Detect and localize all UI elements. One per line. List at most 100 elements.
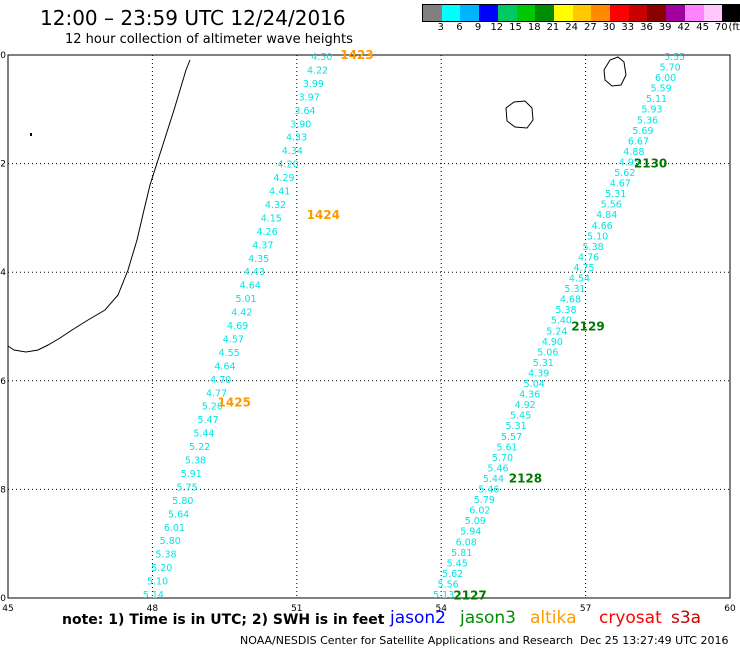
map-frame: [7, 54, 731, 599]
wave-height-value: 4.39: [528, 368, 549, 379]
reunion-island-outline: [505, 100, 534, 129]
wave-height-value: 5.31: [533, 358, 554, 369]
scale-label: 3: [437, 22, 444, 33]
wave-height-value: 5.13: [433, 590, 454, 601]
pass-number-label: 1424: [307, 208, 340, 222]
wave-height-value: 5.93: [641, 105, 662, 116]
wave-height-value: 5.06: [537, 347, 558, 358]
wave-height-value: 4.54: [569, 274, 590, 285]
wave-height-value: 4.75: [573, 263, 594, 274]
scale-swatch: [497, 5, 517, 21]
wave-height-value: 5.79: [474, 495, 495, 506]
scale-swatch: [666, 5, 685, 21]
wave-height-value: 6.02: [469, 506, 490, 517]
latitude-tick: -30: [0, 594, 6, 604]
longitude-tick: 57: [580, 604, 591, 614]
wave-height-value: 4.95: [619, 157, 640, 168]
scale-swatch: [516, 5, 536, 21]
wave-height-value: 5.38: [155, 550, 176, 561]
longitude-tick: 48: [147, 604, 159, 614]
wave-height-value: 5.62: [442, 569, 463, 580]
scale-swatch: [722, 5, 740, 21]
wave-height-value: 5.14: [143, 590, 164, 601]
wave-height-value: 5.70: [492, 453, 513, 464]
scale-label: 39: [658, 22, 672, 33]
wave-height-value: 3.99: [303, 79, 324, 90]
wave-height-value: 5.56: [601, 200, 622, 211]
wave-height-value: 4.77: [206, 388, 227, 399]
wave-height-value: 4.69: [227, 321, 248, 332]
legend-jason2: jason2: [390, 608, 446, 628]
wave-height-value: 5.80: [172, 496, 193, 507]
credit-text: NOAA/NESDIS Center for Satellite Applica…: [240, 634, 574, 647]
wave-height-value: 5.38: [583, 242, 604, 253]
color-scale-bar: [422, 4, 740, 22]
wave-height-value: 4.64: [214, 361, 235, 372]
wave-height-value: 4.67: [610, 179, 631, 190]
wave-height-value: 5.22: [189, 442, 210, 453]
wave-height-value: 4.29: [273, 173, 294, 184]
scale-swatch: [479, 5, 498, 21]
scale-swatch: [703, 5, 723, 21]
wave-height-value: 5.62: [614, 168, 635, 179]
wave-height-value: 5.46: [487, 463, 508, 474]
latitude-tick: -28: [0, 485, 6, 495]
madagascar-coastline: [7, 59, 191, 353]
scale-swatch: [572, 5, 592, 21]
wave-height-value: 5.09: [465, 516, 486, 527]
scale-label: 42: [677, 22, 691, 33]
latitude-tick: -20: [0, 51, 6, 61]
wave-height-value: 4.84: [596, 210, 617, 221]
wave-height-value: 5.91: [181, 469, 202, 480]
wave-height-value: 4.20: [278, 160, 299, 171]
wave-height-value: 5.81: [451, 548, 472, 559]
wave-height-value: 5.64: [168, 509, 189, 520]
pass-number-label: 1425: [218, 396, 251, 410]
wave-height-value: 4.92: [515, 400, 536, 411]
wave-height-value: 5.70: [660, 63, 681, 74]
wave-height-value: 4.90: [542, 337, 563, 348]
pass-number-label: 1423: [340, 48, 373, 62]
wave-height-value: 4.64: [240, 281, 261, 292]
wave-height-value: 4.26: [256, 227, 277, 238]
wave-height-value: 5.44: [483, 474, 504, 485]
wave-height-value: 5.69: [632, 126, 653, 137]
wave-height-value: 5.57: [501, 432, 522, 443]
longitude-tick: 60: [724, 604, 736, 614]
wave-height-value: 5.75: [176, 482, 197, 493]
wave-height-value: 4.35: [248, 254, 269, 265]
wave-height-value: 5.55: [664, 52, 685, 63]
wave-height-value: 5.31: [564, 284, 585, 295]
longitude-tick: 45: [2, 604, 13, 614]
scale-swatch: [591, 5, 611, 21]
scale-swatch: [441, 5, 461, 21]
pass-number-label: 2128: [509, 472, 542, 486]
wave-height-value: 5.04: [524, 379, 545, 390]
scale-label: 9: [474, 22, 482, 33]
longitude-tick: 54: [435, 604, 447, 614]
scale-swatch: [647, 5, 667, 21]
scale-label: 30: [602, 22, 616, 33]
wave-height-value: 5.56: [438, 579, 459, 590]
scale-label: 45: [696, 22, 709, 33]
wave-height-value: 5.20: [202, 402, 223, 413]
wave-height-value: 5.20: [151, 563, 172, 574]
scale-swatch: [684, 5, 704, 21]
wave-height-value: 3.97: [299, 92, 320, 103]
latitude-tick: -22: [0, 160, 6, 170]
scale-swatch: [460, 5, 480, 21]
scale-swatch: [423, 5, 442, 21]
longitude-tick: 51: [291, 604, 302, 614]
wave-height-value: 4.57: [223, 334, 244, 345]
wave-height-value: 4.22: [307, 65, 328, 76]
scale-label: 21: [546, 22, 560, 33]
wave-height-value: 6.01: [164, 523, 185, 534]
wave-height-value: 4.36: [519, 390, 540, 401]
wave-height-value: 4.32: [265, 200, 286, 211]
wave-height-value: 4.88: [623, 147, 644, 158]
wave-height-value: 4.68: [560, 295, 581, 306]
wave-height-value: 4.33: [286, 133, 307, 144]
units-note: note: 1) Time is in UTC; 2) SWH is in fe…: [62, 612, 385, 628]
pass-number-label: 2127: [453, 588, 486, 602]
